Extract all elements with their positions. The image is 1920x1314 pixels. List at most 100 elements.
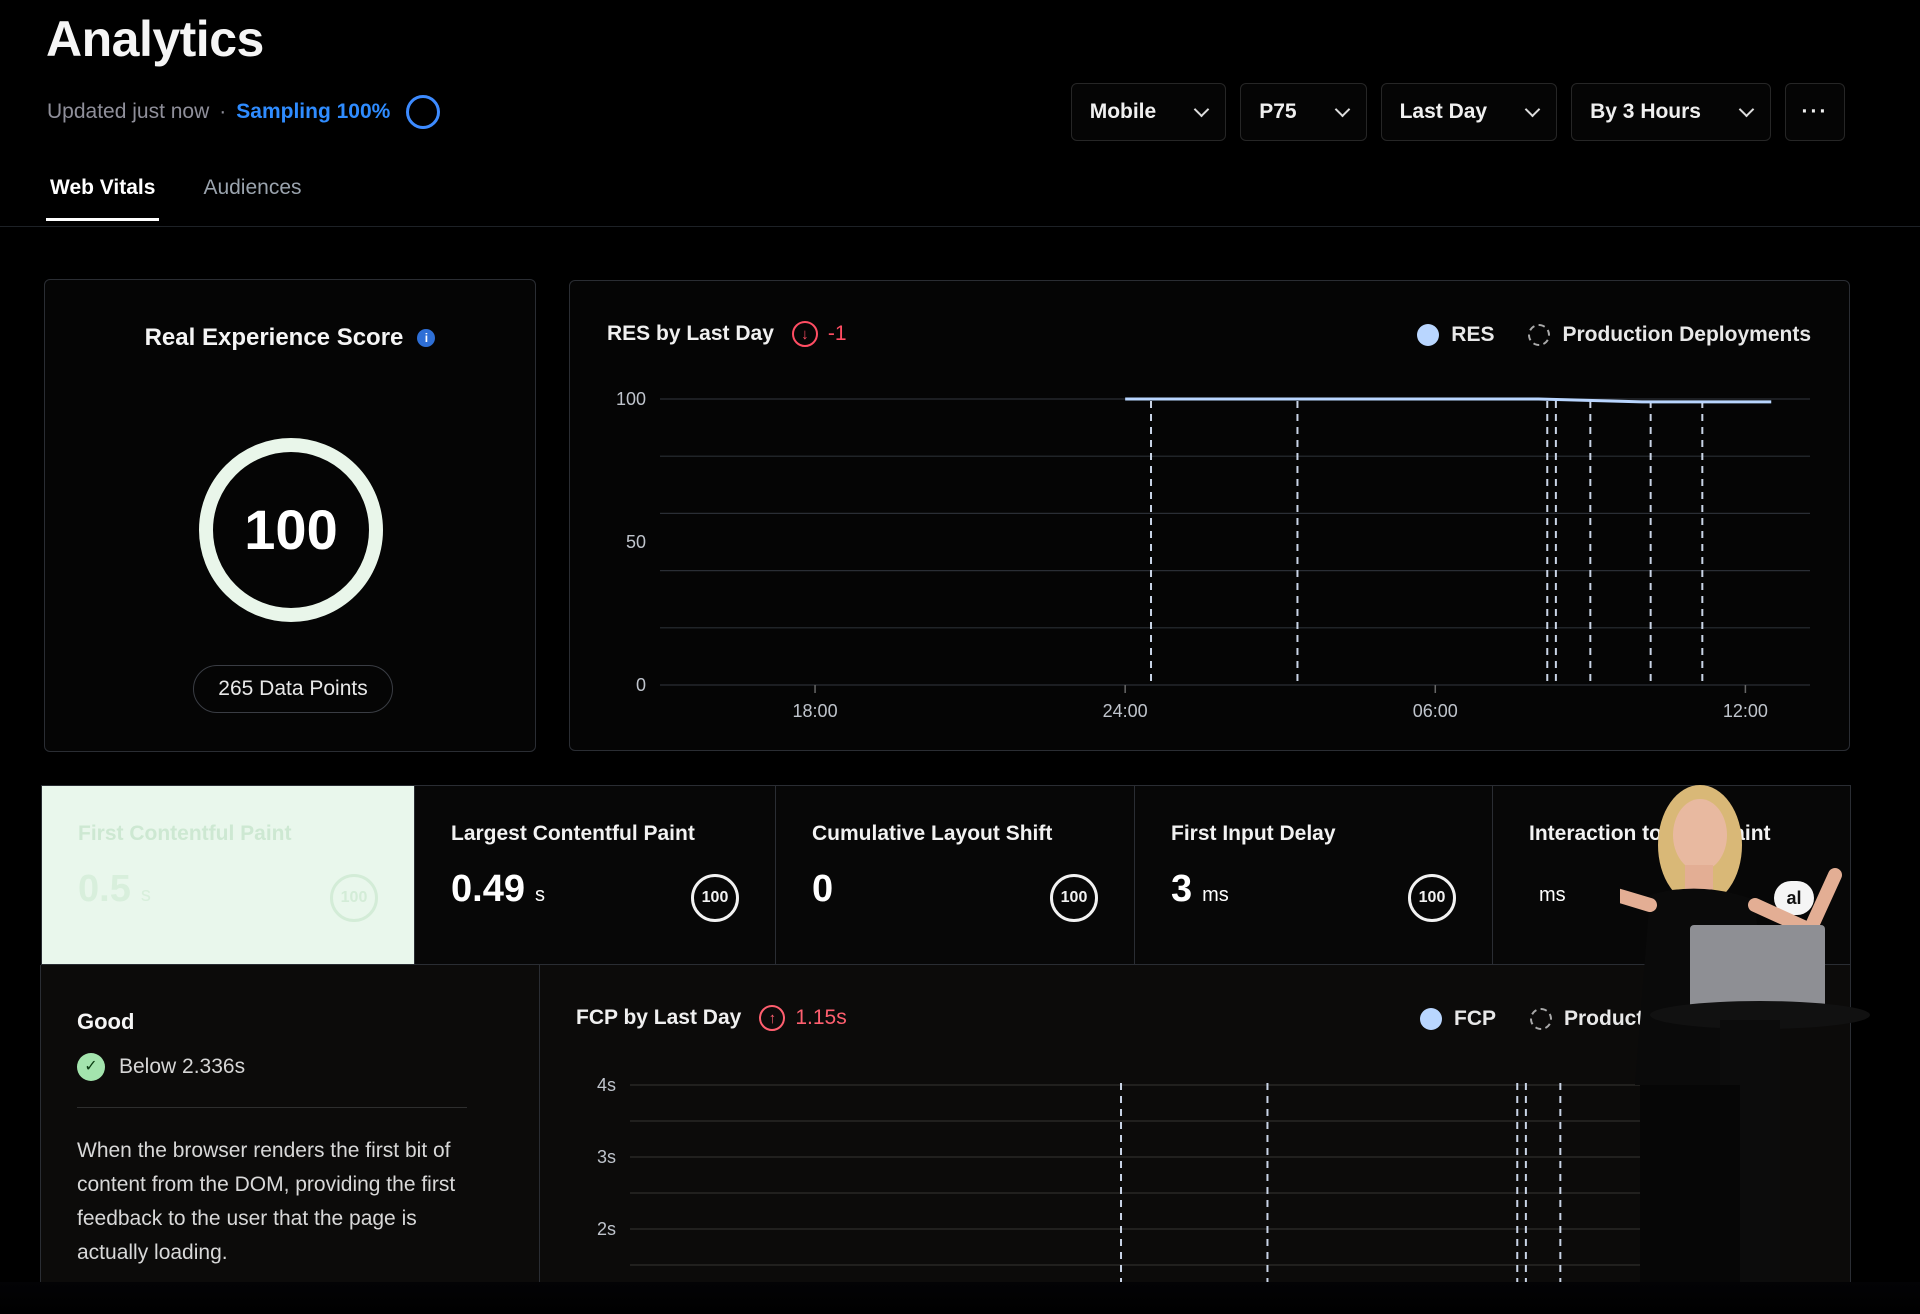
granularity-select-label: By 3 Hours bbox=[1590, 100, 1701, 123]
metric-value: 0 bbox=[812, 868, 1098, 911]
device-select-label: Mobile bbox=[1089, 100, 1157, 123]
score-card-title: Real Experience Score i bbox=[45, 324, 535, 352]
fcp-chart-title: FCP by Last Day ↑ 1.15s bbox=[576, 1005, 847, 1031]
legend-item-deployments[interactable]: Production Deployments bbox=[1528, 323, 1811, 347]
stage-floor bbox=[0, 1282, 1920, 1314]
page-title: Analytics bbox=[46, 11, 264, 67]
metric-fid[interactable]: First Input Delay 3 ms 100 bbox=[1135, 786, 1493, 964]
info-divider bbox=[77, 1107, 467, 1108]
y-tick-label: 0 bbox=[636, 675, 646, 695]
tab-divider bbox=[0, 226, 1920, 227]
sampling-link[interactable]: Sampling 100% bbox=[236, 100, 391, 123]
metric-cls[interactable]: Cumulative Layout Shift 0 100 bbox=[776, 786, 1135, 964]
res-chart-plot: 0 50 100 18:00 24:00 06:00 12:00 bbox=[616, 389, 1810, 721]
percentile-select[interactable]: P75 bbox=[1240, 83, 1367, 141]
tab-audiences[interactable]: Audiences bbox=[203, 176, 302, 199]
x-tick-label: 18:00 bbox=[793, 701, 838, 721]
percentile-select-label: P75 bbox=[1259, 100, 1297, 123]
legend-item-fcp[interactable]: FCP bbox=[1420, 1007, 1496, 1031]
legend-dot-icon bbox=[1417, 324, 1440, 346]
res-trend-value: -1 bbox=[827, 322, 847, 345]
metric-label: First Input Delay bbox=[1171, 822, 1336, 845]
metric-info-panel: Good ✓ Below 2.336s When the browser ren… bbox=[40, 965, 540, 1295]
period-select[interactable]: Last Day bbox=[1380, 83, 1558, 141]
threshold-row: ✓ Below 2.336s bbox=[77, 1053, 503, 1081]
arrow-down-icon: ↓ bbox=[791, 321, 818, 347]
legend-dashed-dot-icon bbox=[1530, 1008, 1552, 1030]
more-options-button[interactable]: ··· bbox=[1785, 83, 1845, 141]
metric-label: First Contentful Paint bbox=[78, 822, 292, 845]
legend-label-fcp: FCP bbox=[1454, 1007, 1496, 1030]
tab-web-vitals[interactable]: Web Vitals bbox=[46, 172, 160, 221]
metric-unit: s bbox=[140, 884, 151, 906]
fcp-chart-title-text: FCP by Last Day bbox=[576, 1006, 742, 1029]
updated-text: Updated just now bbox=[47, 100, 210, 123]
y-tick-label: 4s bbox=[597, 1075, 616, 1095]
metric-value: 0.5 s bbox=[78, 868, 378, 911]
laptop-icon bbox=[1690, 925, 1825, 1010]
metric-unit: ms bbox=[1539, 884, 1566, 906]
metric-fcp[interactable]: First Contentful Paint 0.5 s 100 bbox=[42, 786, 415, 964]
metric-number: 0.49 bbox=[451, 868, 525, 910]
separator: · bbox=[219, 100, 227, 123]
res-chart-title-text: RES by Last Day bbox=[607, 322, 774, 345]
score-badge: 100 bbox=[691, 874, 739, 922]
y-tick-label: 100 bbox=[616, 389, 646, 409]
chevron-down-icon bbox=[1334, 101, 1350, 117]
score-badge: 100 bbox=[330, 874, 378, 922]
metric-value: ms bbox=[1529, 868, 1814, 911]
y-tick-label: 2s bbox=[597, 1219, 616, 1239]
chevron-down-icon bbox=[1524, 101, 1541, 117]
update-status: Updated just now · Sampling 100% bbox=[47, 95, 441, 129]
legend-label-deployments: Production Deployments bbox=[1562, 323, 1811, 346]
data-points-badge: 265 Data Points bbox=[193, 665, 393, 713]
metric-number: 0 bbox=[812, 868, 834, 910]
res-chart-legend: RES Production Deployments bbox=[1417, 323, 1811, 347]
metric-value: 0.49 s bbox=[451, 868, 739, 911]
status-label: Good bbox=[77, 1009, 135, 1034]
y-tick-label: 50 bbox=[626, 532, 646, 552]
score-gauge bbox=[199, 438, 383, 622]
metric-label: Largest Contentful Paint bbox=[451, 822, 695, 845]
chevron-down-icon bbox=[1738, 101, 1755, 117]
fcp-chart-card: FCP by Last Day ↑ 1.15s FCP Production D… bbox=[540, 965, 1851, 1295]
info-icon[interactable]: i bbox=[417, 329, 436, 347]
legend-item-res[interactable]: RES bbox=[1417, 323, 1494, 347]
score-badge: 100 bbox=[1408, 874, 1456, 922]
presenter-face bbox=[1673, 799, 1727, 871]
period-select-label: Last Day bbox=[1399, 100, 1488, 123]
metric-description: When the browser renders the first bit o… bbox=[77, 1139, 456, 1264]
res-chart-card: RES by Last Day ↓ -1 RES Production Depl… bbox=[569, 280, 1850, 751]
res-series-line bbox=[1125, 397, 1772, 404]
metric-number: 3 bbox=[1171, 868, 1193, 910]
metric-number: 0.5 bbox=[78, 868, 131, 910]
sampling-ring-icon bbox=[406, 95, 441, 129]
metric-unit: s bbox=[534, 884, 545, 906]
tab-bar: Web Vitals Audiences bbox=[46, 172, 306, 221]
fcp-chart-plot: 4s 3s 2s bbox=[597, 1075, 1780, 1295]
granularity-select[interactable]: By 3 Hours bbox=[1571, 83, 1771, 141]
metric-lcp[interactable]: Largest Contentful Paint 0.49 s 100 bbox=[415, 786, 776, 964]
legend-dot-icon bbox=[1420, 1008, 1442, 1030]
x-tick-label: 24:00 bbox=[1103, 701, 1148, 721]
check-icon: ✓ bbox=[77, 1053, 105, 1081]
res-trend: ↓ -1 bbox=[791, 321, 847, 347]
legend-dashed-dot-icon bbox=[1528, 324, 1551, 346]
res-chart-title: RES by Last Day ↓ -1 bbox=[607, 321, 847, 347]
fcp-trend: ↑ 1.15s bbox=[759, 1005, 847, 1031]
real-experience-score-card: Real Experience Score i 100 265 Data Poin… bbox=[44, 279, 536, 752]
device-select[interactable]: Mobile bbox=[1070, 83, 1227, 141]
filter-bar: Mobile P75 Last Day By 3 Hours ··· bbox=[1070, 83, 1845, 141]
metric-value: 3 ms bbox=[1171, 868, 1456, 911]
metric-label: Cumulative Layout Shift bbox=[812, 822, 1053, 845]
chevron-down-icon bbox=[1193, 101, 1210, 117]
x-tick-label: 06:00 bbox=[1413, 701, 1458, 721]
score-card-title-text: Real Experience Score bbox=[144, 324, 404, 351]
score-gauge-ring bbox=[199, 438, 383, 622]
score-badge: 100 bbox=[1050, 874, 1098, 922]
x-tick-label: 12:00 bbox=[1723, 701, 1768, 721]
metrics-bar: First Contentful Paint 0.5 s 100 Largest … bbox=[41, 785, 1851, 965]
y-tick-label: 3s bbox=[597, 1147, 616, 1167]
metric-unit: ms bbox=[1202, 884, 1229, 906]
legend-label-res: RES bbox=[1451, 323, 1495, 346]
